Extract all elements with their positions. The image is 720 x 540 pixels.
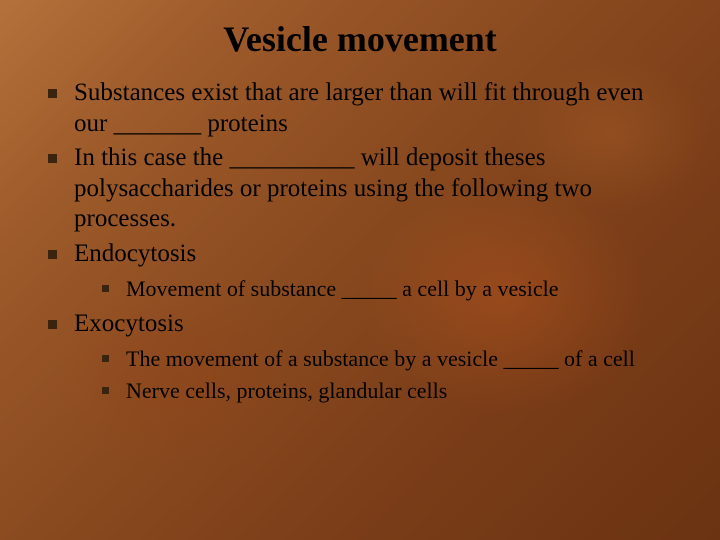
sub-bullet-list: Movement of substance _____ a cell by a … (74, 275, 680, 303)
list-item: Substances exist that are larger than wi… (40, 78, 680, 139)
list-item: Nerve cells, proteins, glandular cells (96, 377, 680, 405)
list-item: Exocytosis The movement of a substance b… (40, 309, 680, 405)
slide-title: Vesicle movement (40, 18, 680, 60)
list-item: Movement of substance _____ a cell by a … (96, 275, 680, 303)
slide-content: Substances exist that are larger than wi… (40, 78, 680, 404)
sub-bullet-list: The movement of a substance by a vesicle… (74, 345, 680, 404)
bullet-text: In this case the __________ will deposit… (74, 144, 592, 232)
list-item: In this case the __________ will deposit… (40, 143, 680, 235)
slide: Vesicle movement Substances exist that a… (0, 0, 720, 540)
bullet-text: Endocytosis (74, 240, 196, 267)
list-item: The movement of a substance by a vesicle… (96, 345, 680, 373)
bullet-text: Movement of substance _____ a cell by a … (126, 276, 559, 301)
bullet-text: Exocytosis (74, 310, 184, 337)
list-item: Endocytosis Movement of substance _____ … (40, 239, 680, 303)
bullet-text: Substances exist that are larger than wi… (74, 79, 644, 137)
bullet-list: Substances exist that are larger than wi… (40, 78, 680, 404)
bullet-text: The movement of a substance by a vesicle… (126, 346, 635, 371)
bullet-text: Nerve cells, proteins, glandular cells (126, 378, 447, 403)
